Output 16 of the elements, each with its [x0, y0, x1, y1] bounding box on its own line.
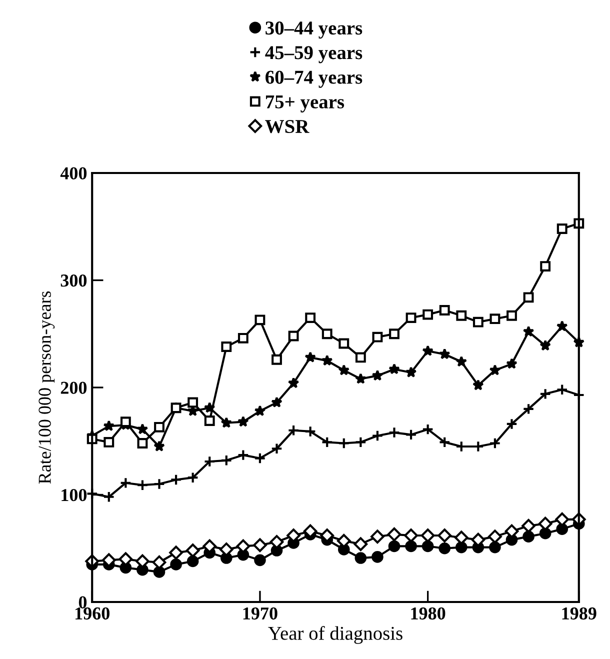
- legend-label: 60–74 years: [266, 70, 362, 88]
- x-tick-label: 1980: [411, 607, 446, 620]
- legend-label: 45–59 years: [265, 46, 362, 64]
- legend-label: 30–44 years: [266, 21, 362, 39]
- x-tick-label: 1989: [562, 607, 596, 620]
- y-axis-title: Rate/100 000 person-years: [38, 291, 55, 484]
- y-tick-label: 200: [60, 382, 87, 394]
- y-tick-label: 100: [62, 489, 87, 502]
- legend-label: WSR: [265, 120, 310, 134]
- y-tick-label: 300: [60, 274, 87, 287]
- x-axis-title: Year of diagnosis: [268, 626, 402, 644]
- y-tick-label: 0: [78, 596, 87, 608]
- x-tick-label: 1970: [243, 607, 278, 620]
- legend-label: 75+ years: [266, 96, 344, 112]
- y-tick-label: 400: [60, 167, 87, 180]
- x-tick-label: 1960: [76, 607, 110, 620]
